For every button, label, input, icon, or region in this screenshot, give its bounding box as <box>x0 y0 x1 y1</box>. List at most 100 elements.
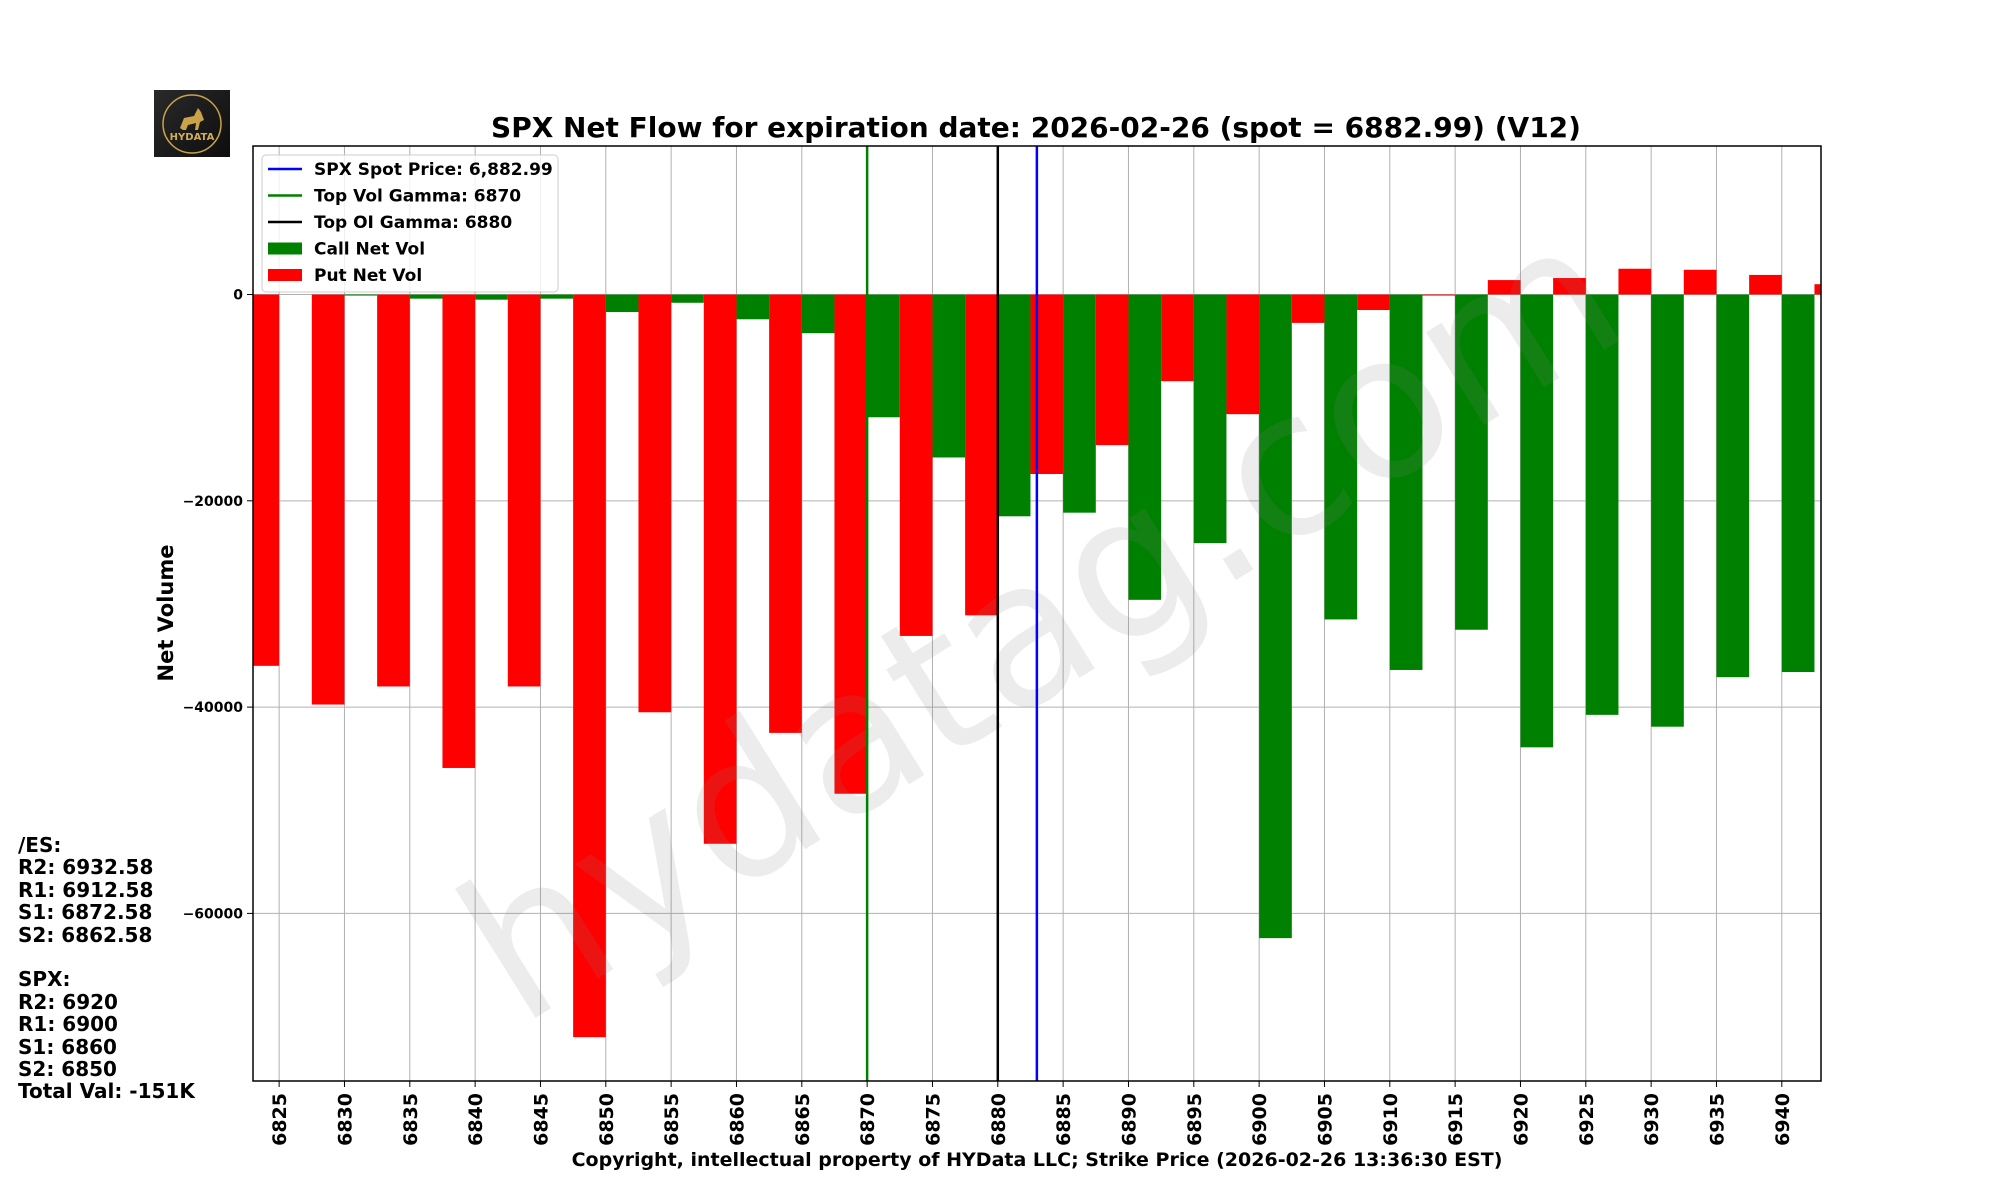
level-line: S1: 6872.58 <box>18 900 153 925</box>
x-tick-label: 6915 <box>1445 1093 1467 1146</box>
x-tick-label: 6895 <box>1184 1093 1206 1146</box>
plot-frame <box>252 145 1822 1082</box>
put-bar <box>1683 269 1717 295</box>
call-bar <box>867 294 900 418</box>
y-axis-label: Net Volume <box>154 545 178 682</box>
legend-swatch <box>268 242 302 255</box>
chart-title: SPX Net Flow for expiration date: 2026-0… <box>491 111 1581 144</box>
put-bar <box>1226 294 1260 415</box>
level-line: /ES: <box>18 833 62 857</box>
x-tick-label: 6835 <box>400 1093 422 1146</box>
put-bar <box>1749 274 1782 295</box>
call-bar <box>1193 294 1227 544</box>
put-bar <box>1553 278 1586 295</box>
x-tick-label: 6890 <box>1118 1093 1140 1146</box>
legend-label: Top OI Gamma: 6880 <box>314 213 512 233</box>
call-bar <box>409 294 443 299</box>
x-tick-label: 6855 <box>661 1093 683 1146</box>
call-bar <box>1585 294 1619 715</box>
x-tick-label: 6925 <box>1576 1093 1598 1146</box>
x-tick-label: 6865 <box>792 1093 814 1146</box>
put-bar <box>1422 294 1456 296</box>
put-bar <box>1357 294 1390 310</box>
call-bar <box>344 294 378 296</box>
legend-swatch <box>268 269 302 281</box>
y-tick-label: 0 <box>233 288 243 304</box>
support-resistance-levels: /ES: R2: 6932.58 R1: 6912.58 S1: 6872.58 S2:… <box>18 834 195 1103</box>
level-line: R1: 6912.58 <box>18 877 154 902</box>
level-line: Total Val: -151K <box>18 1079 195 1104</box>
legend-label: Top Vol Gamma: 6870 <box>314 187 521 207</box>
level-line: S1: 6860 <box>18 1034 117 1059</box>
put-bar <box>1487 280 1521 295</box>
x-tick-label: 6845 <box>530 1093 552 1146</box>
y-tick-label: −40000 <box>183 700 244 716</box>
call-bar <box>1651 294 1684 727</box>
x-tick-label: 6830 <box>334 1093 356 1146</box>
x-tick-label: 6870 <box>857 1093 879 1146</box>
legend: SPX Spot Price: 6,882.99 Top Vol Gamma: 6… <box>261 154 559 293</box>
call-bar <box>1389 294 1423 670</box>
put-bar <box>1618 268 1652 295</box>
put-bar <box>834 294 868 794</box>
call-bar <box>1324 294 1358 620</box>
call-bar <box>1259 294 1292 939</box>
put-bar <box>1161 294 1194 382</box>
call-bar <box>671 294 704 303</box>
call-bar <box>1781 294 1815 673</box>
call-bar <box>475 294 508 300</box>
x-tick-label: 6940 <box>1772 1093 1794 1146</box>
x-tick-label: 6930 <box>1641 1093 1663 1146</box>
legend-label: Put Net Vol <box>314 266 422 286</box>
x-tick-label: 6920 <box>1510 1093 1532 1146</box>
put-bar <box>573 294 606 1038</box>
level-line <box>18 946 195 968</box>
legend-label: Call Net Vol <box>314 240 425 260</box>
call-bar <box>1520 294 1554 748</box>
x-axis-label: Copyright, intellectual property of HYDa… <box>572 1149 1503 1171</box>
x-tick-label: 6880 <box>988 1093 1010 1146</box>
x-tick-label: 6910 <box>1380 1093 1402 1146</box>
x-tick-label: 6860 <box>726 1093 748 1146</box>
x-tick-label: 6900 <box>1249 1093 1271 1146</box>
call-bar <box>1716 294 1750 678</box>
put-bar <box>769 294 802 733</box>
put-bar <box>253 294 280 666</box>
level-line: R2: 6920 <box>18 989 118 1014</box>
put-bar <box>1291 294 1325 323</box>
bar-group <box>253 268 1821 1038</box>
put-bar <box>965 294 998 616</box>
put-bar <box>703 294 737 844</box>
put-bar <box>638 294 672 713</box>
call-bar <box>1455 294 1488 630</box>
put-bar <box>1095 294 1129 446</box>
call-bar <box>605 294 639 313</box>
level-line: S2: 6850 <box>18 1056 117 1081</box>
legend-label: SPX Spot Price: 6,882.99 <box>314 160 553 180</box>
hydata-logo: HYDATA <box>154 90 230 157</box>
level-line: R1: 6900 <box>18 1012 118 1037</box>
x-tick-label: 6885 <box>1053 1093 1075 1146</box>
x-tick-label: 6935 <box>1706 1093 1728 1146</box>
y-tick-label: −20000 <box>183 494 244 510</box>
call-bar <box>997 294 1031 517</box>
wolf-logo-icon: HYDATA <box>162 94 222 154</box>
put-bar <box>1814 284 1821 295</box>
svg-text:HYDATA: HYDATA <box>170 132 215 143</box>
put-bar <box>899 294 933 636</box>
x-tick-label: 6905 <box>1314 1093 1336 1146</box>
x-tick-label: 6850 <box>596 1093 618 1146</box>
call-bar <box>801 294 835 334</box>
y-tick-label: −60000 <box>183 906 244 922</box>
put-bar <box>507 294 541 687</box>
x-tick-label: 6825 <box>269 1093 291 1146</box>
put-bar <box>311 294 345 705</box>
x-tick-label: 6840 <box>465 1093 487 1146</box>
x-tick-label: 6875 <box>922 1093 944 1146</box>
call-bar <box>540 294 574 299</box>
level-line: R2: 6932.58 <box>18 855 154 880</box>
call-bar <box>1128 294 1162 600</box>
call-bar <box>932 294 966 458</box>
level-line: SPX: <box>18 967 71 992</box>
